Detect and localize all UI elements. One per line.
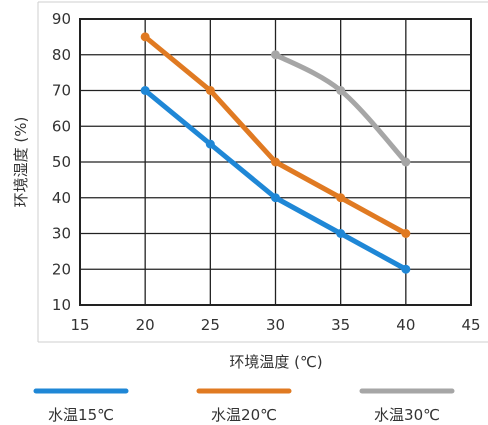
series-layer — [140, 32, 411, 274]
y-tick-label-80: 80 — [52, 46, 71, 64]
series-3-point-30 — [271, 50, 280, 60]
y-tick-label-60: 60 — [52, 117, 71, 135]
legend: 水温15℃ 水温20℃ 水温30℃ — [33, 388, 455, 424]
y-axis-title: 环境湿度 (%) — [12, 117, 30, 208]
x-tick-label-15: 15 — [70, 316, 89, 334]
tick-labels: 10 20 30 40 50 60 70 80 90 15 20 25 30 35 40 45 — [52, 10, 481, 334]
series-1-point-40 — [401, 264, 411, 274]
x-tick-label-40: 40 — [396, 316, 415, 334]
y-tick-label-50: 50 — [52, 153, 71, 171]
x-axis-title: 环境温度 (℃) — [229, 353, 322, 371]
plot-border — [79, 18, 472, 306]
legend-label-2: 水温20℃ — [211, 406, 277, 424]
x-tick-label-20: 20 — [136, 316, 155, 334]
y-tick-label-30: 30 — [52, 225, 71, 243]
y-tick-label-90: 90 — [52, 10, 71, 28]
x-tick-label-45: 45 — [461, 316, 480, 334]
x-tick-label-30: 30 — [266, 316, 285, 334]
series-3-point-40 — [401, 157, 411, 167]
y-tick-label-10: 10 — [52, 296, 71, 314]
series-2-point-40 — [401, 229, 411, 238]
series-2-point-25 — [205, 86, 215, 95]
y-tick-label-40: 40 — [52, 189, 71, 207]
x-tick-label-25: 25 — [201, 316, 220, 334]
series-1-point-25 — [205, 139, 215, 149]
series-1-point-30 — [271, 193, 280, 203]
series-1-point-35 — [336, 229, 346, 238]
y-tick-label-70: 70 — [52, 82, 71, 100]
series-2-point-35 — [336, 193, 346, 203]
y-tick-label-20: 20 — [52, 260, 71, 278]
legend-label-3: 水温30℃ — [374, 406, 440, 424]
series-2-point-20 — [140, 32, 150, 42]
series-2-point-30 — [271, 157, 280, 167]
series-1-point-20 — [140, 86, 150, 95]
legend-label-1: 水温15℃ — [48, 406, 114, 424]
series-3-point-35 — [336, 86, 346, 95]
x-tick-label-35: 35 — [331, 316, 350, 334]
